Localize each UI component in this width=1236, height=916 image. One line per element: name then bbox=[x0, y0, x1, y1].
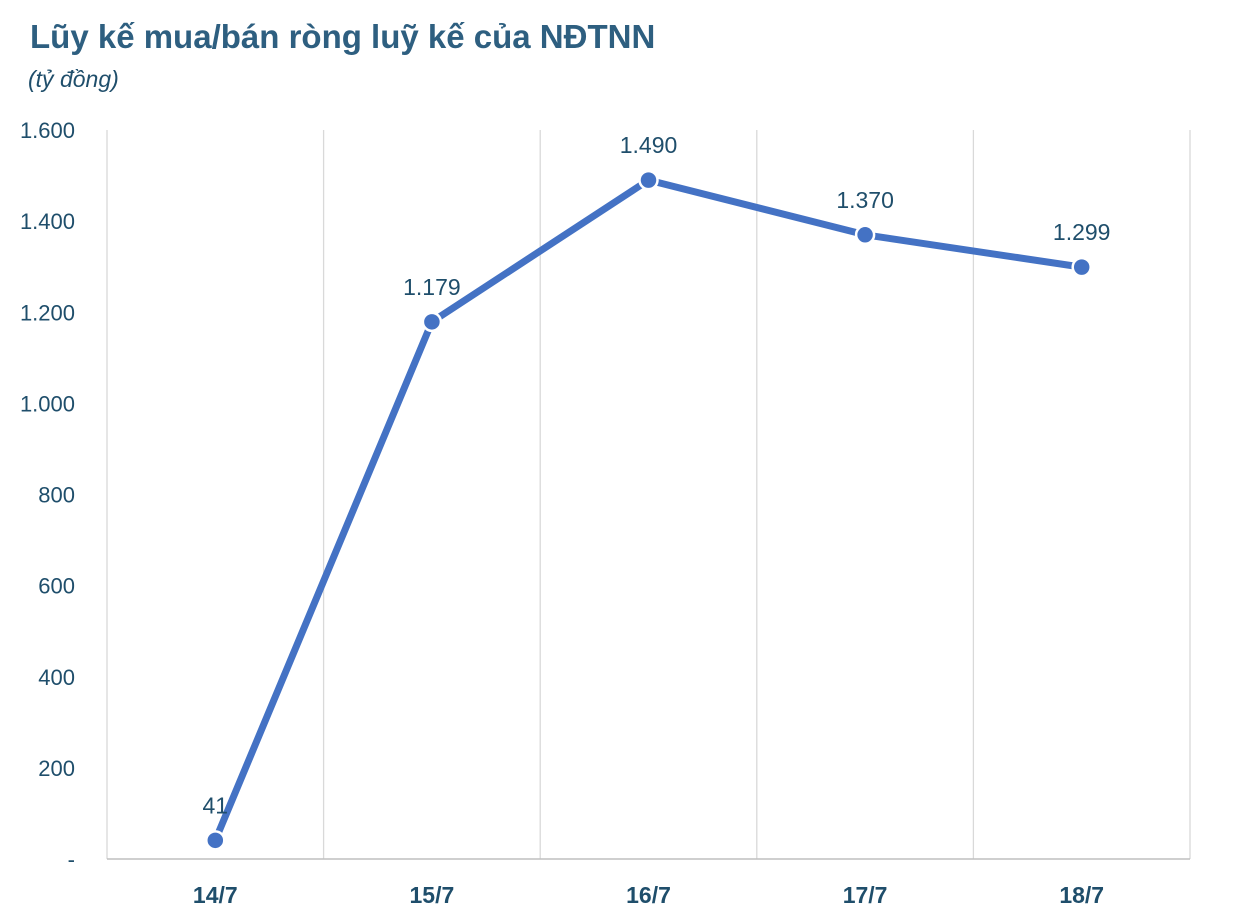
y-tick-label: 400 bbox=[38, 665, 75, 690]
y-tick-label: 1.200 bbox=[20, 300, 75, 325]
y-tick-label: 1.000 bbox=[20, 391, 75, 416]
data-label: 41 bbox=[203, 792, 229, 818]
x-tick-label: 15/7 bbox=[410, 882, 455, 908]
y-tick-label: 800 bbox=[38, 483, 75, 508]
x-tick-label: 14/7 bbox=[193, 882, 238, 908]
y-tick-label: - bbox=[68, 847, 75, 872]
y-tick-label: 1.400 bbox=[20, 209, 75, 234]
y-tick-label: 200 bbox=[38, 756, 75, 781]
chart-subtitle: (tỷ đồng) bbox=[28, 66, 119, 92]
data-label: 1.179 bbox=[403, 274, 461, 300]
chart-title: Lũy kế mua/bán ròng luỹ kế của NĐTNN bbox=[30, 18, 656, 55]
series-line bbox=[211, 176, 1086, 844]
data-point bbox=[205, 830, 226, 851]
data-label: 1.370 bbox=[836, 187, 894, 213]
x-tick-label: 16/7 bbox=[626, 882, 671, 908]
data-point bbox=[1071, 256, 1092, 278]
y-tick-label: 1.600 bbox=[20, 118, 75, 143]
x-tick-label: 17/7 bbox=[843, 882, 888, 908]
data-label: 1.299 bbox=[1053, 219, 1111, 245]
y-tick-label: 600 bbox=[38, 574, 75, 599]
data-point bbox=[854, 224, 876, 246]
data-label: 1.490 bbox=[620, 132, 678, 158]
data-point bbox=[421, 311, 443, 333]
data-point bbox=[638, 169, 659, 191]
x-tick-label: 18/7 bbox=[1059, 882, 1104, 908]
